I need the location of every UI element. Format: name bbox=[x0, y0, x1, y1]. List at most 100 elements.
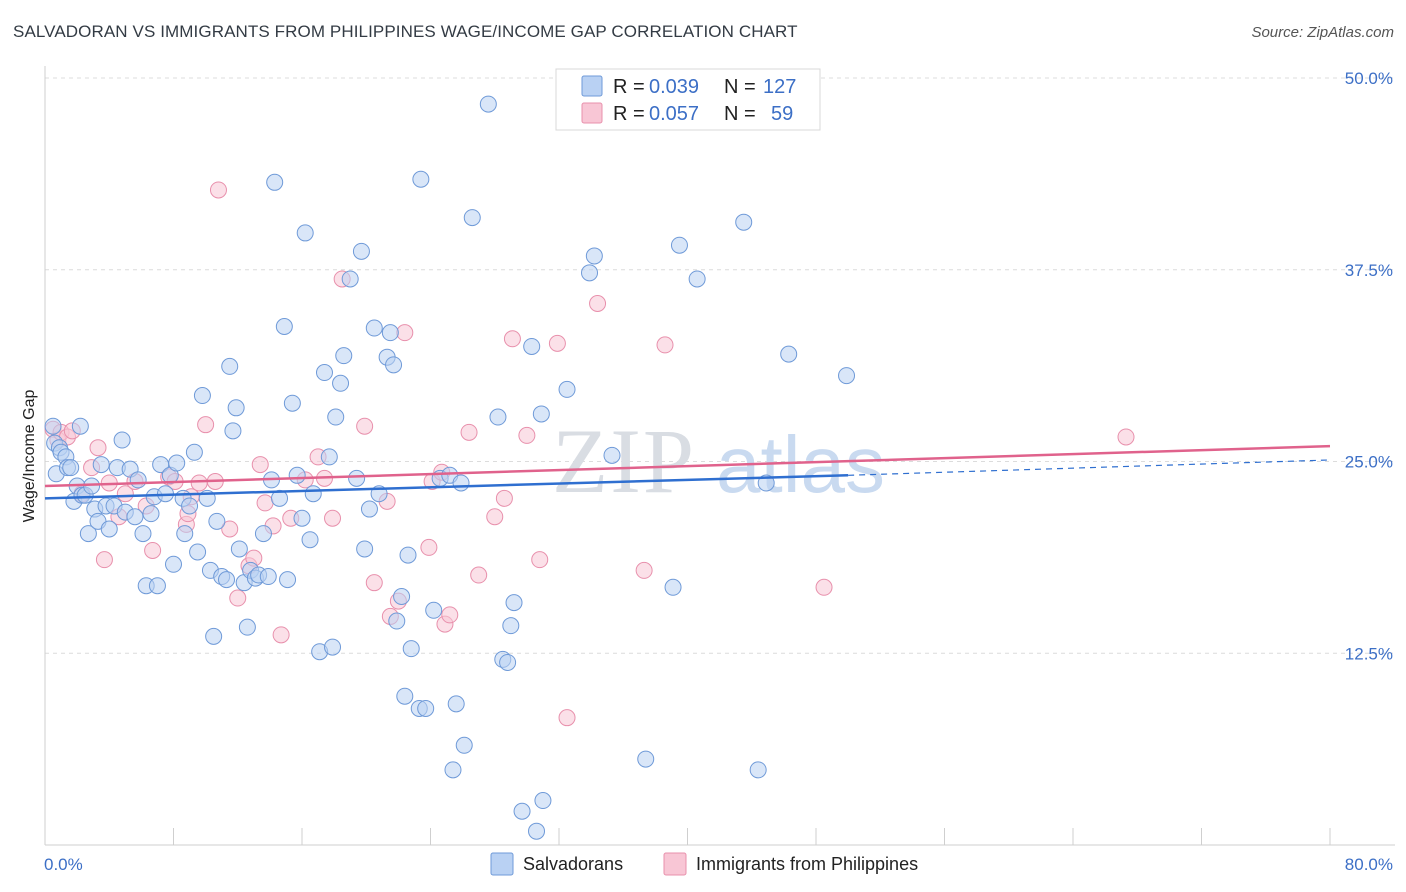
salvadoran-point-72 bbox=[315, 364, 333, 382]
salvadoran-point-74 bbox=[324, 638, 342, 656]
legend-n-label-1: N = bbox=[724, 103, 756, 125]
salvadoran-point-96 bbox=[425, 601, 443, 619]
philippines-point-57 bbox=[558, 709, 576, 727]
salvadoran-point-99 bbox=[444, 761, 462, 779]
chart-title: SALVADORAN VS IMMIGRANTS FROM PHILIPPINE… bbox=[13, 22, 798, 41]
salvadoran-point-105 bbox=[489, 408, 507, 426]
salvadoran-point-69 bbox=[301, 531, 319, 549]
legend-r-value-1: 0.057 bbox=[649, 103, 699, 125]
salvadoran-point-59 bbox=[259, 568, 277, 586]
philippines-point-62 bbox=[815, 578, 833, 596]
y-tick-label-2: 37.5% bbox=[1345, 261, 1393, 280]
salvadoran-point-120 bbox=[664, 578, 682, 596]
philippines-point-61 bbox=[656, 336, 674, 354]
salvadoran-point-87 bbox=[385, 356, 403, 374]
salvadoran-point-13 bbox=[79, 525, 97, 543]
salvadoran-point-127 bbox=[838, 367, 856, 385]
salvadoran-point-108 bbox=[502, 617, 520, 635]
salvadoran-point-64 bbox=[279, 571, 297, 589]
y-axis-title: Wage/Income Gap bbox=[21, 390, 38, 523]
salvadoran-point-38 bbox=[176, 525, 194, 543]
salvadoran-point-92 bbox=[402, 640, 420, 658]
salvadoran-point-80 bbox=[352, 242, 370, 260]
philippines-point-53 bbox=[503, 330, 521, 348]
philippines-point-36 bbox=[324, 509, 342, 527]
philippines-point-54 bbox=[518, 426, 536, 444]
philippines-point-38 bbox=[356, 417, 374, 435]
salvadoran-point-119 bbox=[637, 750, 655, 768]
philippines-point-51 bbox=[486, 508, 504, 526]
bottom-legend-swatch-philippines bbox=[663, 852, 687, 876]
salvadoran-point-48 bbox=[218, 571, 236, 589]
philippines-point-23 bbox=[209, 181, 227, 199]
salvadoran-point-45 bbox=[205, 627, 223, 645]
salvadoran-point-46 bbox=[208, 512, 226, 530]
salvadorans-trend-extension bbox=[848, 459, 1331, 476]
salvadoran-point-83 bbox=[365, 319, 383, 337]
stats-legend: R = 0.039 N = 127 R = 0.057 N = 59 bbox=[555, 68, 821, 131]
salvadoran-point-110 bbox=[513, 802, 531, 820]
salvadoran-point-113 bbox=[532, 405, 550, 423]
salvadoran-point-115 bbox=[558, 380, 576, 398]
x-tick-labels: 0.0% 80.0% bbox=[44, 855, 1393, 874]
salvadoran-point-78 bbox=[341, 270, 359, 288]
salvadoran-point-81 bbox=[356, 540, 374, 558]
philippines-point-29 bbox=[256, 494, 274, 512]
salvadoran-point-17 bbox=[92, 456, 110, 474]
philippines-point-20 bbox=[190, 474, 208, 492]
salvadoran-point-126 bbox=[780, 345, 798, 363]
legend-r-label-0: R = bbox=[613, 76, 645, 98]
salvadoran-point-25 bbox=[126, 508, 144, 526]
salvadoran-point-58 bbox=[254, 525, 272, 543]
salvadoran-point-100 bbox=[447, 695, 465, 713]
series-salvadorans-points bbox=[44, 95, 856, 840]
salvadoran-point-90 bbox=[396, 687, 414, 705]
philippines-point-56 bbox=[548, 334, 566, 352]
salvadoran-point-70 bbox=[304, 485, 322, 503]
salvadoran-point-19 bbox=[100, 520, 118, 538]
philippines-point-39 bbox=[365, 574, 383, 592]
trend-lines bbox=[44, 444, 1331, 500]
salvadoran-point-54 bbox=[238, 618, 256, 636]
legend-swatch-salvadorans bbox=[581, 75, 603, 97]
y-tick-label-1: 25.0% bbox=[1345, 453, 1393, 472]
salvadoran-point-22 bbox=[113, 431, 131, 449]
salvadoran-point-82 bbox=[360, 500, 378, 518]
axes bbox=[44, 66, 1395, 846]
salvadoran-point-122 bbox=[688, 270, 706, 288]
salvadoran-point-114 bbox=[534, 792, 552, 810]
y-tick-labels: 12.5% 25.0% 37.5% 50.0% bbox=[1345, 69, 1393, 663]
philippines-point-21 bbox=[197, 416, 215, 434]
x-tick-label-1: 80.0% bbox=[1345, 855, 1393, 874]
salvadoran-point-62 bbox=[271, 489, 289, 507]
legend-swatch-philippines bbox=[581, 102, 603, 124]
legend-n-label-0: N = bbox=[724, 76, 756, 98]
salvadorans-trend-line bbox=[44, 474, 849, 500]
salvadoran-point-52 bbox=[230, 540, 248, 558]
salvadoran-point-51 bbox=[227, 399, 245, 417]
salvadoran-point-117 bbox=[585, 247, 603, 265]
legend-n-value-1: 59 bbox=[771, 103, 793, 125]
philippines-point-48 bbox=[441, 606, 459, 624]
salvadoran-point-75 bbox=[327, 408, 345, 426]
salvadoran-point-112 bbox=[528, 822, 546, 840]
salvadoran-point-40 bbox=[185, 443, 203, 461]
philippines-point-8 bbox=[95, 551, 113, 569]
watermark-zip: ZIP bbox=[552, 410, 696, 512]
salvadoran-point-95 bbox=[417, 699, 435, 717]
legend-r-label-1: R = bbox=[613, 103, 645, 125]
salvadoran-point-29 bbox=[142, 505, 160, 523]
salvadoran-point-42 bbox=[193, 387, 211, 405]
salvadoran-point-7 bbox=[62, 459, 80, 477]
salvadoran-point-89 bbox=[393, 587, 411, 605]
philippines-point-31 bbox=[272, 626, 290, 644]
salvadoran-point-65 bbox=[283, 394, 301, 412]
philippines-point-42 bbox=[396, 324, 414, 342]
salvadoran-point-63 bbox=[275, 318, 293, 336]
philippines-point-24 bbox=[221, 520, 239, 538]
philippines-point-7 bbox=[89, 439, 107, 457]
salvadoran-point-79 bbox=[348, 469, 366, 487]
salvadoran-point-118 bbox=[603, 446, 621, 464]
salvadoran-point-102 bbox=[455, 736, 473, 754]
bottom-legend-label-salvadorans: Salvadorans bbox=[523, 854, 623, 874]
